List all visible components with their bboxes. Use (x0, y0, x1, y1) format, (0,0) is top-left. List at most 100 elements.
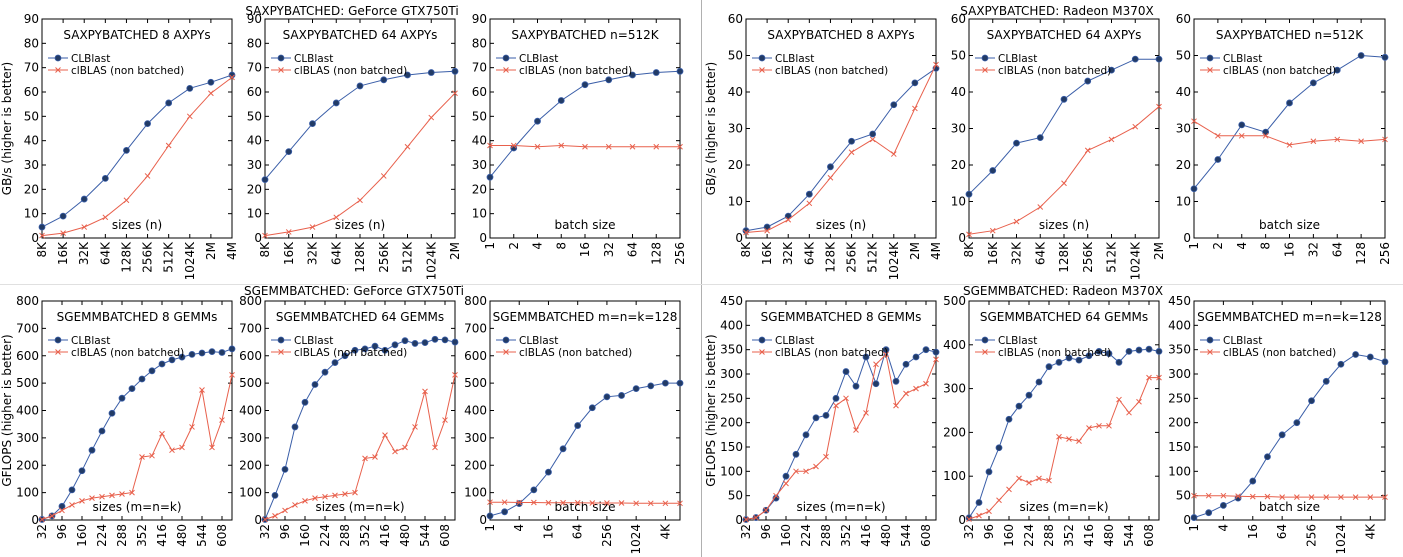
y-tick-label: 0 (958, 231, 966, 245)
y-tick-label: 40 (24, 134, 39, 148)
x-tick-label: 96 (982, 524, 996, 539)
data-point-clblast (965, 514, 973, 522)
x-tick-label: 128 (649, 242, 663, 265)
legend-marker-clblas (278, 67, 284, 73)
y-tick-label: 200 (239, 458, 262, 472)
data-point-clblast (1115, 358, 1123, 366)
data-point-clblast (123, 146, 130, 154)
x-tick-label: 1 (483, 524, 497, 532)
data-point-clblast (515, 500, 523, 507)
y-tick-label: 100 (16, 486, 39, 500)
data-point-clblas (402, 444, 408, 451)
data-point-clblas (763, 507, 769, 514)
y-tick-label: 350 (720, 343, 743, 357)
legend-marker-clblas (55, 67, 61, 73)
data-point-clblast (332, 99, 340, 107)
chart-panel-8: 0 100 200 300 400 500 600 700 800 1 4 16 64 256 1024 4K… (464, 294, 684, 555)
x-tick-label: 32 (1306, 242, 1320, 257)
data-point-clblast (848, 137, 855, 145)
y-tick-label: 100 (464, 486, 487, 500)
legend-label: CLBlast (775, 335, 814, 347)
data-point-clblast (812, 414, 820, 422)
x-tick-label: 512K (1105, 241, 1119, 273)
y-tick-label: 250 (720, 391, 743, 405)
x-tick-label: 64 (1330, 242, 1344, 257)
data-point-clblas (1382, 494, 1388, 500)
data-point-clblast (1131, 55, 1139, 63)
y-tick-label: 500 (239, 376, 262, 390)
data-point-clblas (442, 417, 448, 423)
y-tick-label: 500 (943, 294, 966, 308)
data-point-clblas (1066, 436, 1072, 442)
legend-label: clBLAS (non batched) (519, 347, 632, 359)
data-point-clblast (451, 67, 459, 75)
x-tick-label: 544 (195, 524, 209, 547)
y-tick-label: 50 (1176, 489, 1191, 503)
data-point-clblast (1125, 347, 1133, 355)
data-point-clblas (1156, 103, 1162, 110)
y-tick-label: 350 (1168, 343, 1191, 357)
data-point-clblast (58, 502, 66, 510)
x-tick-label: 288 (115, 524, 129, 547)
x-tick-label: 224 (1022, 524, 1036, 547)
x-tick-label: 352 (839, 524, 853, 547)
data-point-clblas (545, 499, 552, 506)
panel-title: SAXPYBATCHED 8 AXPYs (63, 28, 210, 42)
y-tick-label: 0 (479, 231, 487, 245)
data-point-clblast (559, 445, 567, 453)
x-axis-label: sizes (m=n=k) (92, 500, 181, 514)
data-point-clblas (262, 516, 268, 523)
y-tick-label: 0 (1183, 231, 1191, 245)
data-point-clblas (863, 410, 869, 416)
x-tick-label: 32 (739, 524, 753, 539)
data-point-clblas (618, 500, 625, 506)
data-point-clblas (139, 454, 145, 460)
data-point-clblas (662, 500, 669, 507)
y-tick-label: 50 (728, 489, 743, 503)
data-point-clblas (893, 402, 899, 409)
data-point-clblast (1036, 134, 1044, 142)
y-tick-label: 0 (958, 513, 966, 527)
x-tick-label: 128K (1057, 241, 1071, 273)
data-point-clblas (165, 142, 172, 149)
data-point-clblas (912, 105, 918, 112)
x-tick-label: 128K (823, 241, 837, 273)
group-title-sgemm-gtx750ti: SGEMMBATCHED: GeForce GTX750Ti (243, 284, 465, 298)
plot-frame (264, 300, 456, 521)
data-point-clblas (753, 514, 759, 521)
data-point-clblas (1308, 494, 1315, 500)
x-axis-label: sizes (m=n=k) (315, 500, 404, 514)
x-tick-label: 8K (739, 241, 753, 258)
data-point-clblast (361, 345, 369, 353)
data-point-clblas (332, 492, 338, 499)
data-point-clblast (271, 491, 279, 499)
y-tick-label: 700 (464, 321, 487, 335)
x-tick-label: 416 (859, 524, 873, 547)
data-point-clblas (677, 500, 683, 507)
data-point-clblas (653, 143, 660, 150)
data-point-clblast (301, 398, 309, 406)
x-tick-label: 160 (75, 524, 89, 547)
legend-label: clBLAS (non batched) (71, 65, 184, 77)
data-point-clblas (1264, 493, 1271, 500)
x-tick-label: 32 (602, 242, 616, 257)
x-tick-label: 608 (919, 524, 933, 547)
y-tick-label: 450 (720, 294, 743, 308)
y-tick-label: 400 (1168, 318, 1191, 332)
y-tick-label: 800 (16, 294, 39, 308)
data-point-clblast (792, 450, 800, 458)
y-tick-label: 200 (464, 458, 487, 472)
y-tick-label: 30 (247, 158, 262, 172)
x-tick-label: 416 (155, 524, 169, 547)
data-point-clblas (933, 356, 939, 363)
data-point-clblast (261, 176, 269, 184)
x-tick-label: 128K (353, 241, 367, 273)
data-point-clblast (341, 352, 349, 360)
legend-label: CLBlast (519, 53, 558, 65)
data-point-clblast (1105, 350, 1113, 357)
data-point-clblast (1095, 347, 1103, 355)
y-tick-label: 300 (464, 431, 487, 445)
data-point-clblas (452, 90, 458, 97)
y-tick-label: 0 (479, 513, 487, 527)
data-point-clblast (421, 339, 429, 347)
